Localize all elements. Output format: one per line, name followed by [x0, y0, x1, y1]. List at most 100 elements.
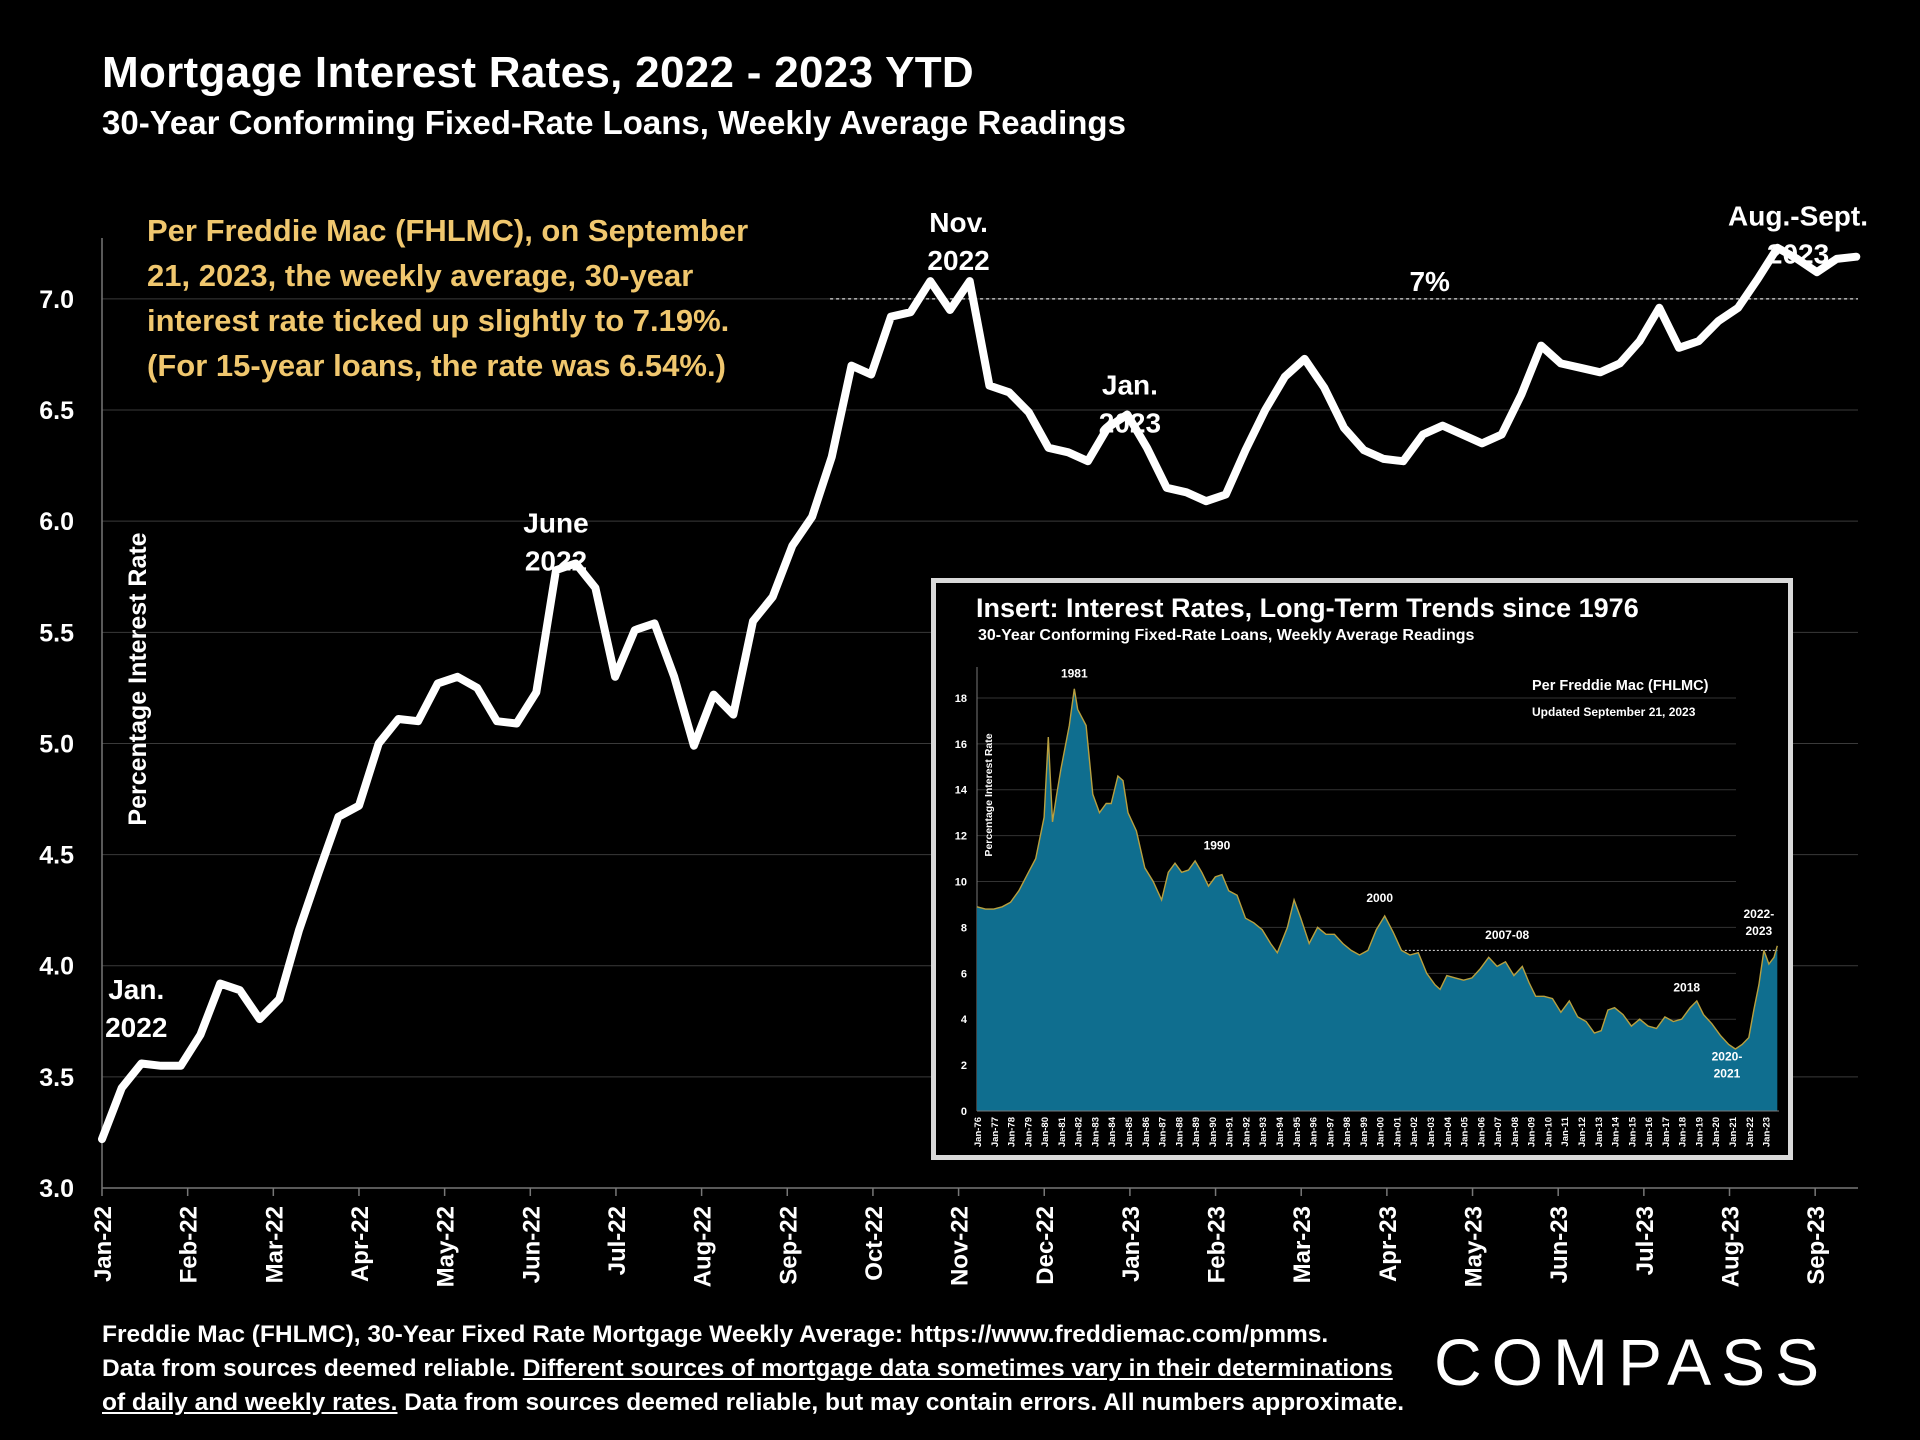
x-tick-label: Nov-22: [947, 1206, 974, 1286]
inset-y-tick-label: 10: [955, 877, 967, 889]
annotation-label: 2022: [105, 1012, 167, 1043]
inset-annotation: 1981: [1061, 666, 1088, 680]
x-tick-label: Aug-22: [690, 1206, 717, 1287]
x-tick-label: Jul-23: [1632, 1206, 1659, 1275]
inset-annotation-label: 2000: [1366, 891, 1393, 905]
y-tick-label: 4.5: [39, 842, 74, 870]
inset-x-tick-label: Jan-02: [1409, 1117, 1420, 1147]
y-tick-label: 5.0: [39, 730, 74, 758]
peak-annotation: Nov. 2022: [927, 207, 989, 276]
inset-x-tick-label: Jan-77: [990, 1117, 1001, 1147]
annotation-label: Nov.: [929, 207, 988, 238]
inset-annotation-label: 1990: [1204, 838, 1231, 852]
inset-area-fill: [977, 688, 1778, 1111]
inset-x-tick-label: Jan-79: [1023, 1117, 1034, 1147]
x-tick-label: May-22: [433, 1206, 460, 1287]
peak-annotation: Jan. 2023: [1099, 369, 1161, 438]
annotation-label: 2022: [927, 245, 989, 276]
inset-y-tick-label: 6: [961, 968, 967, 980]
inset-annotation: 1990: [1204, 838, 1231, 852]
footnote-text: Data from sources deemed reliable.: [102, 1355, 523, 1382]
inset-title: Insert: Interest Rates, Long-Term Trends…: [976, 593, 1639, 623]
y-tick-label: 3.5: [39, 1064, 74, 1092]
x-tick-label: Mar-23: [1289, 1206, 1316, 1283]
inset-x-tick-label: Jan-23: [1762, 1117, 1773, 1147]
callout-line: Per Freddie Mac (FHLMC), on September: [147, 213, 749, 248]
x-tick-label: Apr-23: [1375, 1206, 1402, 1282]
x-tick-label: Jan-23: [1118, 1206, 1145, 1282]
annotation-label: Jan.: [1102, 369, 1158, 400]
inset-y-axis-label: Percentage Interest Rate: [983, 733, 995, 856]
inset-annotation-label: 1981: [1061, 666, 1088, 680]
inset-x-tick-label: Jan-84: [1107, 1116, 1118, 1147]
inset-x-tick-label: Jan-96: [1309, 1117, 1320, 1147]
inset-x-tick-label: Jan-90: [1208, 1117, 1219, 1147]
footnote-underlined-text: Different sources of mortgage data somet…: [522, 1355, 1393, 1382]
annotation-label: 2023: [1767, 239, 1829, 270]
inset-x-tick-label: Jan-06: [1476, 1117, 1487, 1147]
x-tick-label: Sep-22: [775, 1206, 802, 1285]
inset-x-tick-label: Jan-85: [1124, 1116, 1135, 1147]
inset-x-tick-label: Jan-80: [1040, 1117, 1051, 1147]
compass-logo: COMPASS: [1434, 1325, 1830, 1399]
y-tick-label: 5.5: [39, 619, 74, 647]
inset-x-tick-label: Jan-22: [1745, 1117, 1756, 1147]
y-tick-label: 3.0: [39, 1175, 74, 1203]
inset-x-tick-label: Jan-98: [1342, 1117, 1353, 1147]
inset-updated-note: Updated September 21, 2023: [1532, 705, 1696, 719]
inset-source-note: Per Freddie Mac (FHLMC): [1532, 678, 1709, 694]
callout-line: interest rate ticked up slightly to 7.19…: [147, 303, 730, 338]
source-footnote: Freddie Mac (FHLMC), 30-Year Fixed Rate …: [102, 1318, 1409, 1420]
inset-series-line: [976, 688, 1778, 1050]
long-term-trends-inset: 0 2 4 6 8 10 12 14 16 18 Jan-76 Jan-77 Jan-78 Jan-79 J…: [931, 578, 1793, 1160]
x-tick-label: Jun-23: [1546, 1206, 1573, 1283]
footnote-underlined-text: of daily and weekly rates.: [102, 1389, 398, 1416]
x-tick-label: Jul-22: [604, 1206, 631, 1275]
inset-x-tick-label: Jan-20: [1711, 1117, 1722, 1147]
annotation-label: 2022: [525, 545, 587, 576]
x-tick-label: Jan-22: [90, 1206, 117, 1282]
chart-subtitle: 30-Year Conforming Fixed-Rate Loans, Wee…: [102, 104, 1126, 141]
annotation-label: 2023: [1099, 407, 1161, 438]
footnote-line-1: Freddie Mac (FHLMC), 30-Year Fixed Rate …: [102, 1321, 1329, 1348]
chart-title: Mortgage Interest Rates, 2022 - 2023 YTD: [102, 48, 974, 97]
inset-annotation: 2007-08: [1485, 928, 1529, 942]
inset-x-tick-label: Jan-86: [1141, 1117, 1152, 1147]
inset-annotation-label: 2022-: [1744, 907, 1775, 921]
inset-x-tick-label: Jan-83: [1090, 1117, 1101, 1147]
x-tick-label: Apr-22: [347, 1206, 374, 1282]
peak-annotation: June 2022: [523, 507, 588, 576]
footnote-text: Data from sources deemed reliable, but m…: [397, 1389, 1405, 1416]
inset-x-tick-label: Jan-93: [1258, 1117, 1269, 1147]
footnote-line-2: Data from sources deemed reliable. Diffe…: [102, 1352, 1409, 1386]
inset-x-tick-label: Jan-05: [1460, 1116, 1471, 1147]
inset-y-tick-label: 4: [961, 1014, 968, 1026]
inset-annotation-label: 2007-08: [1485, 928, 1529, 942]
inset-annotation: 2000: [1366, 891, 1393, 905]
inset-x-tick-label: Jan-08: [1510, 1117, 1521, 1147]
inset-x-tick-label: Jan-17: [1661, 1117, 1672, 1147]
y-tick-label: 4.0: [39, 953, 74, 981]
y-tick-label: 6.5: [39, 397, 74, 425]
inset-x-tick-label: Jan-15: [1627, 1116, 1638, 1147]
footnote-line-3: of daily and weekly rates. Data from sou…: [102, 1386, 1409, 1420]
inset-x-tick-label: Jan-82: [1074, 1117, 1085, 1147]
inset-y-tick-label: 0: [961, 1106, 967, 1118]
peak-annotation: Jan. 2022: [105, 974, 167, 1043]
inset-x-tick-label: Jan-12: [1577, 1117, 1588, 1147]
inset-x-tick-label: Jan-13: [1594, 1117, 1605, 1147]
inset-annotation: 2020- 2021: [1712, 1050, 1743, 1081]
inset-x-tick-label: Jan-99: [1359, 1117, 1370, 1147]
inset-subtitle: 30-Year Conforming Fixed-Rate Loans, Wee…: [978, 627, 1475, 644]
inset-x-tick-label: Jan-19: [1694, 1117, 1705, 1147]
inset-x-tick-label: Jan-81: [1057, 1116, 1068, 1147]
inset-y-tick-label: 2: [961, 1060, 967, 1072]
inset-x-tick-label: Jan-88: [1174, 1117, 1185, 1147]
inset-x-tick-label: Jan-78: [1007, 1117, 1018, 1147]
inset-x-tick-label: Jan-10: [1543, 1117, 1554, 1147]
inset-x-tick-label: Jan-04: [1443, 1116, 1454, 1147]
inset-x-tick-label: Jan-01: [1392, 1116, 1403, 1147]
rate-series-line: [98, 243, 1861, 1144]
inset-x-tick-label: Jan-87: [1158, 1117, 1169, 1147]
inset-x-tick-label: Jan-92: [1241, 1117, 1252, 1147]
